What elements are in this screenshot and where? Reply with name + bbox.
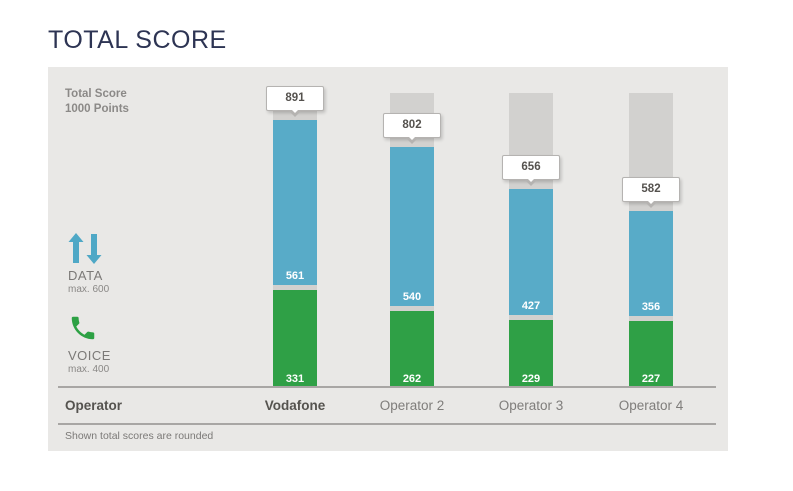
data-value: 356 [641,301,661,313]
chart-panel: Total Score 1000 Points DATA max. 600 VO… [48,67,728,451]
footer-rule [58,423,716,425]
total-value: 802 [402,119,422,131]
voice-segment: 262 [390,311,434,388]
operator-label: Operator 3 [498,398,564,413]
total-score-callout: 656 [502,155,560,186]
bars-area: 331 561 891 262 540 802 229 427 656 227 356 582 [48,67,728,451]
voice-segment: 227 [629,321,673,388]
bar-column: 229 427 656 [502,93,560,388]
total-score-callout: 582 [622,177,680,208]
data-segment: 561 [273,120,317,285]
legend-voice-label: VOICE [68,348,111,363]
total-score-callout: 802 [383,113,441,144]
data-value: 427 [521,300,541,312]
voice-value: 229 [521,373,541,385]
baseline-rule [58,386,716,388]
operator-label: Operator 2 [379,398,445,413]
data-segment: 540 [390,147,434,306]
data-transfer-arrows-icon [68,233,109,265]
scale-label: Total Score 1000 Points [65,87,129,117]
bar-column: 331 561 891 [266,86,324,388]
legend-data-label: DATA [68,268,103,283]
scale-label-line1: Total Score [65,88,127,100]
legend-voice: VOICE max. 400 [68,313,111,375]
voice-segment: 331 [273,290,317,388]
footnote: Shown total scores are rounded [65,430,214,442]
legend-data: DATA max. 600 [68,233,109,295]
voice-value: 331 [285,373,305,385]
legend-voice-max: max. 400 [68,364,110,375]
data-value: 540 [402,291,422,303]
voice-value: 227 [641,373,661,385]
page-title: TOTAL SCORE [48,26,227,54]
total-score-callout: 891 [266,86,324,117]
total-value: 582 [641,183,661,195]
voice-segment: 229 [509,320,553,388]
bar-column: 262 540 802 [383,93,441,388]
bar-column: 227 356 582 [622,93,680,388]
voice-value: 262 [402,373,422,385]
data-value: 561 [285,270,305,282]
total-value: 656 [521,161,541,173]
operator-label: Vodafone [264,398,326,413]
operator-row-header: Operator [65,398,123,413]
operator-label: Operator 4 [618,398,684,413]
legend-data-max: max. 600 [68,284,110,295]
scale-label-line2: 1000 Points [65,103,129,115]
data-segment: 427 [509,189,553,315]
data-segment: 356 [629,211,673,316]
phone-icon [68,313,111,345]
total-value: 891 [285,92,305,104]
